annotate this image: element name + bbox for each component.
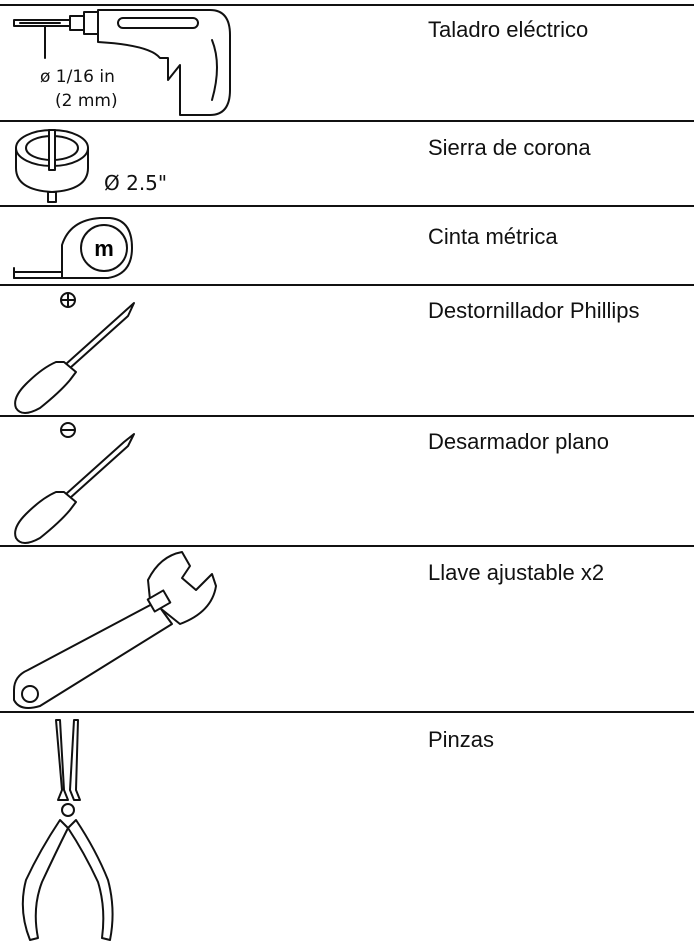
phillips-screwdriver-icon (14, 292, 135, 414)
hole-saw-icon: Ø 2.5" (15, 129, 167, 203)
hole-saw-size: Ø 2.5" (104, 171, 167, 195)
item-label: Sierra de corona (428, 135, 591, 160)
item-label: Llave ajustable x2 (428, 560, 604, 585)
drill-bit-size-metric: (2 mm) (55, 91, 118, 111)
tape-unit: m (94, 236, 114, 261)
item-label: Taladro eléctrico (428, 17, 588, 42)
drill-icon: ø 1/16 in (2 mm) (13, 9, 231, 116)
item-label: Desarmador plano (428, 429, 609, 454)
item-label: Cinta métrica (428, 224, 558, 249)
separators (0, 4, 694, 713)
item-label: Destornillador Phillips (428, 298, 640, 323)
drill-bit-size: ø 1/16 in (40, 67, 115, 87)
adjustable-wrench-icon (13, 551, 217, 709)
pliers-icon (21, 719, 114, 941)
item-label: Pinzas (428, 727, 494, 752)
tape-measure-icon: m (13, 217, 133, 279)
flat-screwdriver-icon (14, 422, 135, 544)
